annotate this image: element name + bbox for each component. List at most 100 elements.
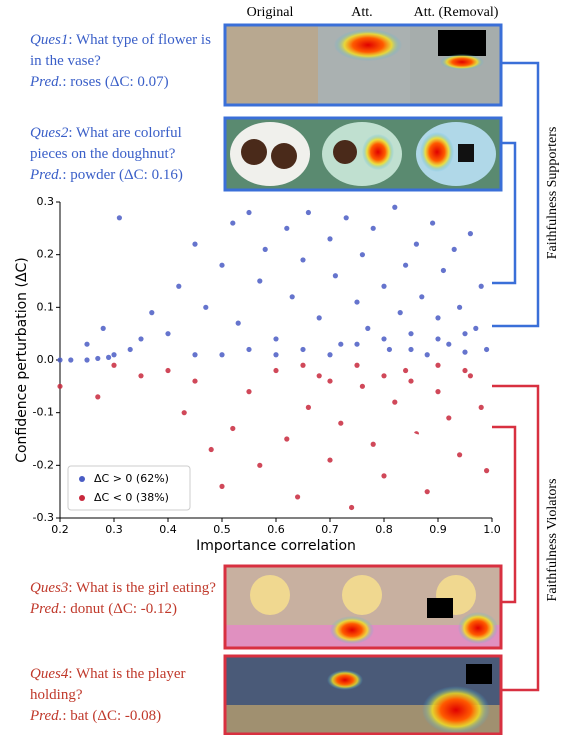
point [111, 352, 117, 358]
point [408, 378, 414, 384]
y-tick-label: 0.2 [37, 248, 55, 261]
column-header: Att. (Removal) [414, 5, 499, 20]
column-header: Att. [351, 5, 372, 20]
question-tag: Ques1 [30, 32, 69, 48]
point [192, 241, 198, 247]
point [246, 209, 252, 216]
point [478, 283, 484, 289]
point [192, 352, 198, 358]
point [381, 473, 387, 479]
y-tick-label: -0.1 [33, 406, 54, 419]
point [446, 415, 452, 421]
point [484, 346, 490, 353]
column-header: Original [247, 5, 294, 20]
y-axis-label: Confidence perturbation (ΔC) [14, 257, 30, 463]
point [397, 310, 403, 316]
point [284, 436, 290, 442]
point [305, 209, 311, 216]
point [106, 354, 112, 360]
point [284, 225, 290, 231]
y-tick-label: -0.2 [33, 458, 54, 471]
point [462, 331, 468, 337]
point [273, 352, 279, 358]
point [327, 236, 333, 242]
question-tag: Ques4 [30, 666, 69, 682]
point [430, 220, 436, 226]
question-text: : What type of flower is in the vase? [30, 32, 211, 69]
x-tick-label: 0.7 [321, 523, 339, 536]
point [467, 373, 473, 379]
x-tick-label: 0.2 [51, 523, 69, 536]
x-tick-label: 0.4 [159, 523, 177, 536]
point [95, 394, 101, 400]
point [381, 373, 387, 379]
question-tag: Ques2 [30, 125, 69, 141]
point [57, 383, 63, 389]
image-strip [223, 564, 503, 650]
point [462, 349, 468, 355]
highlight-rings [403, 272, 465, 438]
point [435, 389, 441, 395]
point [305, 404, 311, 410]
point [149, 310, 155, 316]
pred-text: : powder (ΔC: 0.16) [62, 167, 183, 183]
point [354, 299, 360, 305]
point [68, 357, 74, 363]
pred-tag: Pred. [30, 708, 63, 724]
point [138, 373, 144, 379]
point [57, 357, 63, 363]
point [467, 231, 473, 237]
point [300, 362, 306, 368]
point [338, 420, 344, 426]
point [370, 225, 376, 231]
point [138, 336, 144, 342]
x-axis-label: Importance correlation [196, 538, 356, 554]
point [327, 457, 333, 463]
point [257, 462, 263, 468]
plot: 0.2 0.3 0.4 0.5 0.6 0.7 0.8 0.9 1.0 -0.3 -0.2 -0.1 0… [14, 195, 501, 554]
point [386, 346, 392, 353]
image-strip [223, 116, 503, 192]
side-label: Faithfulness Violators [545, 479, 560, 602]
point [446, 341, 452, 347]
y-tick-label: 0.1 [37, 300, 55, 313]
legend-marker [79, 495, 85, 501]
pred-text: : bat (ΔC: -0.08) [62, 708, 162, 724]
point [203, 304, 209, 310]
point [403, 262, 409, 268]
point [84, 357, 90, 363]
point [424, 489, 430, 495]
point [424, 352, 430, 358]
point [413, 241, 419, 247]
point [100, 325, 106, 331]
x-tick-label: 0.8 [375, 523, 393, 536]
point [408, 346, 414, 353]
point [219, 483, 225, 489]
point [370, 441, 376, 447]
point [116, 215, 122, 221]
point [457, 304, 463, 310]
point [273, 336, 279, 342]
point [462, 367, 468, 374]
point [230, 425, 236, 432]
image-strip [223, 654, 503, 735]
point [419, 294, 425, 300]
legend-box [67, 465, 191, 511]
point [230, 220, 236, 226]
point [289, 294, 295, 300]
point [381, 336, 387, 342]
x-tick-label: 0.5 [213, 523, 231, 536]
point [484, 468, 490, 474]
point [208, 446, 214, 453]
point [219, 262, 225, 268]
point [435, 336, 441, 342]
point [435, 315, 441, 321]
y-tick-label: 0.3 [37, 195, 55, 208]
point [273, 367, 279, 374]
legend-marker [79, 476, 85, 482]
point [349, 504, 355, 511]
point [176, 283, 182, 289]
question-text: : What is the girl eating? [68, 580, 216, 596]
plot-area [60, 202, 492, 518]
